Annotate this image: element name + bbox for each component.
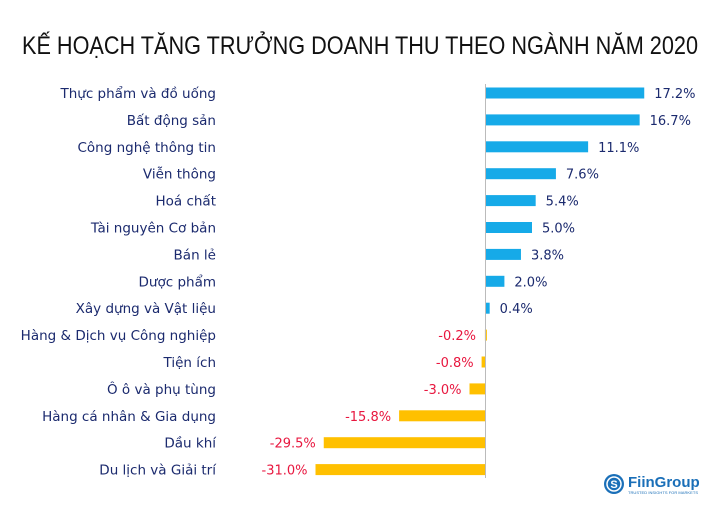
data-label: -3.0% [424, 383, 462, 398]
bar [486, 87, 645, 99]
data-label: 5.4% [546, 195, 579, 210]
category-label: Viễn thông [143, 166, 216, 183]
bar-row: Bán lẻ 3.8% [174, 247, 564, 263]
logo-name: FiinGroup [628, 474, 700, 491]
chart-title: KẾ HOẠCH TĂNG TRƯỞNG DOANH THU THEO NGÀN… [22, 30, 698, 60]
bar-row: Ô ô và phụ tùng -3.0% [107, 380, 486, 398]
data-label: -15.8% [345, 410, 391, 425]
bar-row: Hàng & Dịch vụ Công nghiệp -0.2% [21, 328, 487, 344]
data-label: -0.2% [438, 329, 476, 344]
logo-tagline: TRUSTED INSIGHTS FOR MARKETS [628, 490, 698, 495]
data-label: 7.6% [566, 168, 599, 183]
bar [486, 248, 521, 260]
bar-row: Xây dựng và Vật liệu 0.4% [76, 301, 533, 317]
fiingroup-logo: S FiinGroup TRUSTED INSIGHTS FOR MARKETS [604, 474, 700, 495]
data-label: -31.0% [262, 464, 308, 479]
category-label: Tiện ích [163, 355, 216, 371]
bar-row: Tiện ích -0.8% [163, 355, 486, 371]
category-label: Thực phẩm và đồ uống [59, 85, 216, 102]
data-label: 2.0% [514, 275, 547, 290]
bar [399, 410, 486, 422]
data-label: -29.5% [270, 437, 316, 452]
bar [469, 383, 486, 395]
bar [486, 302, 490, 314]
bar-row: Du lịch và Giải trí -31.0% [99, 463, 486, 479]
bar [323, 437, 486, 449]
category-label: Dầu khí [164, 436, 217, 452]
bar-row: Hàng cá nhân & Gia dụng -15.8% [42, 409, 486, 425]
category-label: Tài nguyên Cơ bản [90, 221, 216, 237]
category-label: Dược phẩm [139, 273, 216, 290]
data-label: 11.1% [598, 141, 639, 156]
bar [315, 464, 486, 476]
bar [486, 141, 589, 153]
category-label: Ô ô và phụ tùng [107, 380, 216, 398]
bar [486, 275, 505, 287]
bar-row: Tài nguyên Cơ bản 5.0% [90, 221, 575, 237]
bar [486, 195, 536, 207]
category-label: Xây dựng và Vật liệu [76, 301, 216, 317]
svg-text:S: S [610, 479, 617, 491]
bar-row: Bất động sản 16.7% [127, 113, 691, 129]
data-label: 0.4% [500, 302, 533, 317]
category-label: Du lịch và Giải trí [99, 463, 217, 479]
category-label: Hàng cá nhân & Gia dụng [42, 409, 216, 425]
bar [486, 114, 640, 126]
category-label: Bán lẻ [174, 247, 216, 263]
category-label: Công nghệ thông tin [77, 140, 216, 156]
bar [486, 222, 532, 233]
category-label: Hoá chất [155, 194, 216, 210]
data-label: -0.8% [436, 356, 474, 371]
data-label: 16.7% [650, 114, 691, 129]
bar [481, 356, 486, 368]
bar-row: Thực phẩm và đồ uống 17.2% [59, 85, 695, 102]
category-label: Bất động sản [127, 113, 216, 129]
bar-row: Dầu khí -29.5% [164, 436, 486, 452]
bar-row: Dược phẩm 2.0% [139, 273, 548, 290]
bar [486, 168, 556, 180]
bar-row: Công nghệ thông tin 11.1% [77, 140, 639, 156]
data-label: 17.2% [654, 87, 695, 102]
bar-row: Viễn thông 7.6% [143, 166, 599, 183]
bar-row: Hoá chất 5.4% [155, 194, 578, 210]
data-label: 3.8% [531, 248, 564, 263]
data-label: 5.0% [542, 222, 575, 237]
category-label: Hàng & Dịch vụ Công nghiệp [21, 328, 216, 344]
